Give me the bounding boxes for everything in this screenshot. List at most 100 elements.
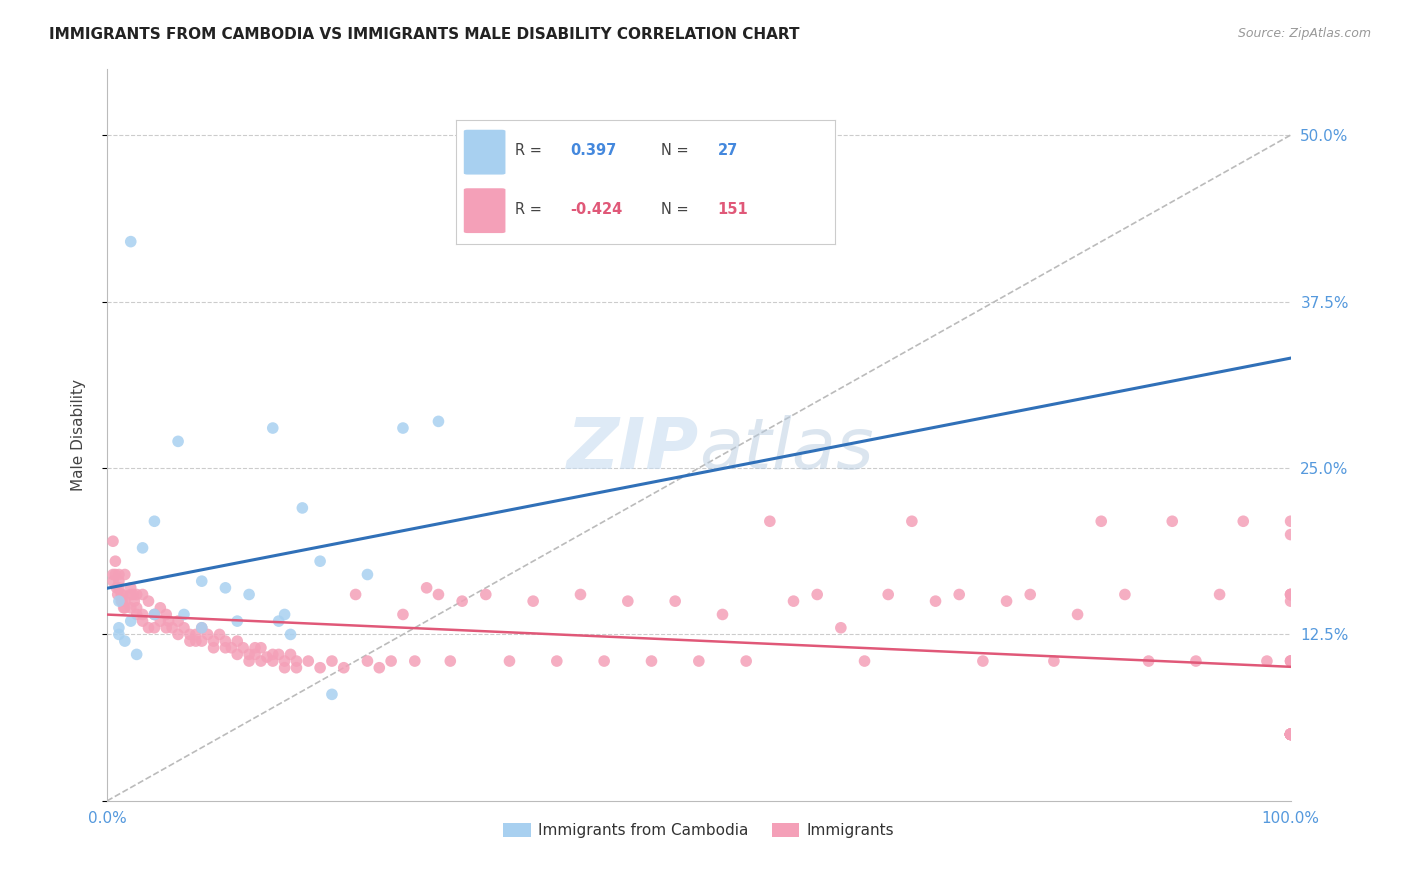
Point: [101, 534, 124, 549]
Point: [243, 640, 266, 655]
Point: [427, 414, 450, 428]
Point: [1279, 727, 1302, 741]
Point: [782, 594, 804, 608]
Point: [243, 648, 266, 662]
Point: [125, 648, 148, 662]
Point: [451, 594, 474, 608]
Point: [321, 654, 343, 668]
Point: [238, 654, 260, 668]
Point: [120, 235, 142, 249]
Point: [995, 594, 1018, 608]
Point: [1279, 727, 1302, 741]
Point: [1279, 727, 1302, 741]
Point: [1279, 727, 1302, 741]
Point: [226, 614, 249, 628]
Point: [522, 594, 544, 608]
Point: [972, 654, 994, 668]
Point: [108, 594, 131, 608]
Point: [475, 587, 498, 601]
Point: [273, 607, 295, 622]
Point: [143, 514, 166, 528]
Point: [333, 661, 356, 675]
Point: [309, 554, 332, 568]
Point: [392, 421, 415, 435]
Point: [155, 621, 177, 635]
Text: Source: ZipAtlas.com: Source: ZipAtlas.com: [1237, 27, 1371, 40]
Point: [1279, 727, 1302, 741]
Point: [392, 607, 415, 622]
Point: [179, 627, 201, 641]
Point: [167, 614, 190, 628]
Point: [1114, 587, 1136, 601]
Point: [617, 594, 640, 608]
Legend: Immigrants from Cambodia, Immigrants: Immigrants from Cambodia, Immigrants: [498, 817, 901, 845]
Point: [1279, 727, 1302, 741]
Text: IMMIGRANTS FROM CAMBODIA VS IMMIGRANTS MALE DISABILITY CORRELATION CHART: IMMIGRANTS FROM CAMBODIA VS IMMIGRANTS M…: [49, 27, 800, 42]
Point: [267, 614, 290, 628]
Point: [190, 621, 212, 635]
Point: [1279, 514, 1302, 528]
Point: [101, 567, 124, 582]
Point: [250, 640, 273, 655]
Point: [173, 621, 195, 635]
Point: [173, 607, 195, 622]
Point: [1279, 727, 1302, 741]
Point: [1137, 654, 1160, 668]
Point: [1279, 727, 1302, 741]
Point: [1279, 654, 1302, 668]
Point: [291, 500, 314, 515]
Point: [593, 654, 616, 668]
Point: [1279, 727, 1302, 741]
Point: [108, 574, 131, 589]
Point: [309, 661, 332, 675]
Point: [877, 587, 900, 601]
Text: ZIP: ZIP: [567, 415, 699, 483]
Point: [1279, 594, 1302, 608]
Point: [125, 587, 148, 601]
Point: [1279, 727, 1302, 741]
Point: [1185, 654, 1208, 668]
Point: [143, 621, 166, 635]
Point: [112, 600, 135, 615]
Point: [711, 607, 734, 622]
Point: [280, 627, 302, 641]
Point: [356, 654, 378, 668]
Point: [184, 634, 207, 648]
Point: [131, 541, 153, 555]
Point: [149, 600, 172, 615]
Point: [1232, 514, 1254, 528]
Point: [110, 594, 132, 608]
Point: [190, 621, 212, 635]
Point: [368, 661, 391, 675]
Point: [759, 514, 782, 528]
Point: [214, 581, 236, 595]
Point: [114, 594, 136, 608]
Point: [1279, 727, 1302, 741]
Point: [190, 574, 212, 589]
Point: [344, 587, 367, 601]
Point: [238, 648, 260, 662]
Point: [149, 614, 172, 628]
Point: [108, 627, 131, 641]
Point: [267, 648, 290, 662]
Point: [214, 634, 236, 648]
Point: [262, 654, 284, 668]
Point: [120, 614, 142, 628]
Point: [380, 654, 402, 668]
Point: [1279, 727, 1302, 741]
Point: [1256, 654, 1278, 668]
Point: [155, 607, 177, 622]
Point: [238, 587, 260, 601]
Point: [167, 627, 190, 641]
Point: [250, 654, 273, 668]
Point: [427, 587, 450, 601]
Point: [1279, 727, 1302, 741]
Point: [285, 661, 308, 675]
Text: atlas: atlas: [699, 415, 873, 483]
Point: [202, 640, 225, 655]
Point: [179, 634, 201, 648]
Point: [262, 421, 284, 435]
Point: [184, 627, 207, 641]
Point: [202, 634, 225, 648]
Point: [108, 621, 131, 635]
